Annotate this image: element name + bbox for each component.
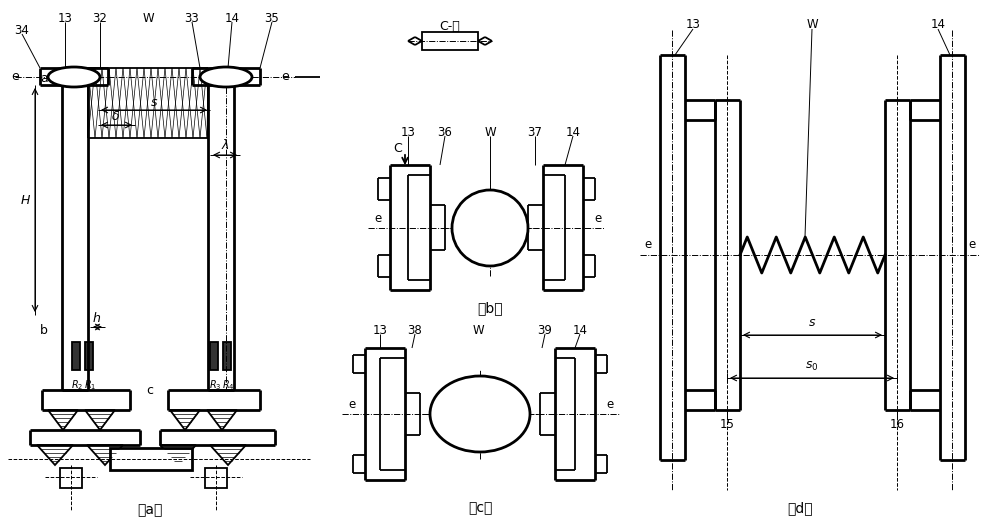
Text: W: W [142,12,154,25]
Text: 16: 16 [890,419,904,431]
Text: b: b [40,323,48,336]
Text: 33: 33 [185,12,199,25]
Text: $R_3$: $R_3$ [209,378,221,392]
Bar [110,448,192,470]
Text: $R_2$: $R_2$ [71,378,83,392]
Text: $h$: $h$ [92,311,102,325]
Text: $\lambda$: $\lambda$ [221,138,229,152]
Text: $s_0$: $s_0$ [805,359,819,373]
Text: 36: 36 [438,126,452,138]
Text: e: e [644,238,652,252]
Text: 34: 34 [15,24,29,37]
Ellipse shape [430,376,530,452]
Text: （d）: （d） [787,501,813,515]
Polygon shape [37,445,73,465]
Text: 39: 39 [538,323,552,336]
Text: e: e [594,212,602,224]
Polygon shape [170,410,200,430]
Polygon shape [48,410,78,430]
Text: c: c [146,384,154,397]
Text: 38: 38 [408,323,422,336]
Text: e: e [281,71,289,83]
Text: 13: 13 [58,12,72,25]
Bar [422,32,478,50]
Text: 14: 14 [572,323,588,336]
Text: 14: 14 [566,126,580,138]
Text: 35: 35 [265,12,279,25]
Circle shape [452,190,528,266]
Ellipse shape [48,67,100,87]
Text: （a）: （a） [137,503,163,517]
Polygon shape [85,410,115,430]
Text: e: e [968,238,976,252]
Text: W: W [484,126,496,138]
Bar [205,468,227,488]
Bar [223,342,231,370]
Bar [85,342,93,370]
Text: W: W [806,18,818,31]
Bar [210,342,218,370]
Polygon shape [207,410,237,430]
Polygon shape [87,445,123,465]
Text: $s$: $s$ [150,96,158,110]
Text: $R_4$: $R_4$ [222,378,234,392]
Polygon shape [210,445,246,465]
Text: $R_1$: $R_1$ [84,378,96,392]
Text: e: e [11,71,19,83]
Text: a: a [40,72,48,85]
Text: 14: 14 [930,18,946,31]
Text: C-向: C-向 [440,19,460,32]
Polygon shape [160,445,196,465]
Text: （b）: （b） [477,301,503,315]
Text: 15: 15 [720,419,734,431]
Text: e: e [374,212,382,224]
Text: 37: 37 [528,126,542,138]
Text: 13: 13 [373,323,387,336]
Text: 14: 14 [224,12,240,25]
Text: e: e [348,398,356,410]
Bar [60,468,82,488]
Text: $H$: $H$ [20,193,32,206]
Text: $s$: $s$ [808,316,816,330]
Text: e: e [606,398,614,410]
Text: 13: 13 [686,18,700,31]
Bar [72,342,80,370]
Ellipse shape [200,67,252,87]
Text: （c）: （c） [468,501,492,515]
Text: W: W [472,323,484,336]
Text: $\delta$: $\delta$ [111,111,121,124]
Text: C: C [394,141,402,155]
Text: 32: 32 [93,12,107,25]
Text: 13: 13 [401,126,415,138]
